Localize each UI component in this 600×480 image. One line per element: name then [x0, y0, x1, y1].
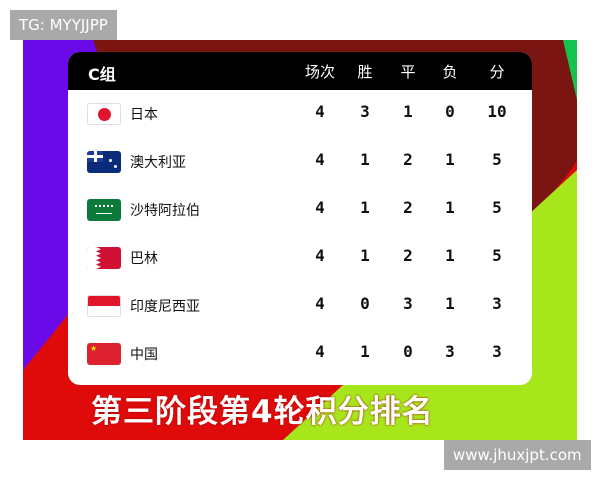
japan-flag-icon: [87, 103, 121, 125]
losses: 3: [445, 342, 455, 361]
col-played: 场次: [304, 63, 335, 81]
caption: 第三阶段第4轮积分排名: [91, 394, 434, 430]
watermark-top: TG: MYYJJPP: [10, 10, 117, 40]
draws: 1: [403, 102, 413, 121]
team-name: 沙特阿拉伯: [130, 203, 200, 219]
losses: 1: [445, 246, 455, 265]
wins: 0: [360, 294, 370, 313]
col-losses: 负: [442, 63, 458, 81]
draws: 3: [403, 294, 413, 313]
points: 5: [492, 246, 502, 265]
played: 4: [315, 294, 325, 313]
losses: 1: [445, 294, 455, 313]
col-points: 分: [489, 63, 505, 81]
wins: 1: [360, 198, 370, 217]
wins: 1: [360, 150, 370, 169]
standings-image: C组 场次 胜 平 负 分 日本 4 3 1 0 10 澳大利亚 4 1 2 1…: [23, 40, 577, 440]
wins: 1: [360, 246, 370, 265]
played: 4: [315, 198, 325, 217]
bahrain-flag-icon: [87, 247, 121, 269]
played: 4: [315, 246, 325, 265]
played: 4: [315, 102, 325, 121]
group-title: C组: [88, 65, 116, 84]
points: 3: [492, 294, 502, 313]
draws: 2: [403, 246, 413, 265]
draws: 2: [403, 150, 413, 169]
indonesia-flag-icon: [87, 295, 121, 317]
table-row: 印度尼西亚 4 0 3 1 3: [68, 282, 532, 330]
wins: 1: [360, 342, 370, 361]
team-name: 印度尼西亚: [130, 299, 200, 315]
losses: 1: [445, 198, 455, 217]
wins: 3: [360, 102, 370, 121]
col-draws: 平: [400, 63, 416, 81]
points: 5: [492, 150, 502, 169]
team-name: 澳大利亚: [130, 155, 186, 171]
played: 4: [315, 150, 325, 169]
played: 4: [315, 342, 325, 361]
draws: 2: [403, 198, 413, 217]
china-flag-icon: ★: [87, 343, 121, 365]
table-row: 澳大利亚 4 1 2 1 5: [68, 138, 532, 186]
draws: 0: [403, 342, 413, 361]
team-name: 日本: [130, 107, 158, 123]
table-row: 巴林 4 1 2 1 5: [68, 234, 532, 282]
australia-flag-icon: [87, 151, 121, 173]
points: 5: [492, 198, 502, 217]
table-row: ★ 中国 4 1 0 3 3: [68, 330, 532, 378]
watermark-bottom: www.jhuxjpt.com: [444, 440, 591, 470]
losses: 0: [445, 102, 455, 121]
saudi-arabia-flag-icon: [87, 199, 121, 221]
team-name: 巴林: [130, 251, 158, 267]
losses: 1: [445, 150, 455, 169]
table-header: C组 场次 胜 平 负 分: [68, 52, 532, 90]
team-name: 中国: [130, 347, 158, 363]
points: 3: [492, 342, 502, 361]
col-wins: 胜: [357, 63, 373, 81]
table-row: 沙特阿拉伯 4 1 2 1 5: [68, 186, 532, 234]
standings-table: C组 场次 胜 平 负 分 日本 4 3 1 0 10 澳大利亚 4 1 2 1…: [68, 52, 532, 385]
table-row: 日本 4 3 1 0 10: [68, 90, 532, 138]
points: 10: [487, 102, 507, 121]
